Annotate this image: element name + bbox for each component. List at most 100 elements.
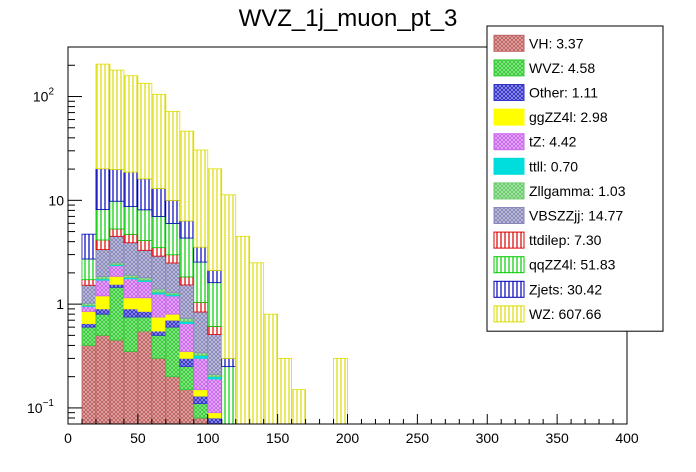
bar-wvz-bin-30	[109, 286, 125, 341]
bar-ttdilep-bin-10	[81, 279, 97, 286]
bar-wz-bin-50	[137, 82, 153, 180]
legend-swatch-ggzz4l	[493, 108, 525, 126]
bar-wvz-bin-70	[165, 326, 181, 378]
legend-label: VH: 3.37	[529, 35, 584, 51]
x-tick-label: 250	[406, 430, 430, 446]
bar-zjets-bin-90	[193, 246, 209, 263]
legend-label: ttdilep: 7.30	[529, 232, 602, 248]
bar-wz-bin-40	[123, 75, 139, 173]
bar-zjets-bin-10	[81, 233, 97, 260]
legend-swatch-vh	[493, 34, 525, 52]
bar-other-bin-80	[179, 357, 195, 368]
bar-ttdilep-bin-80	[179, 276, 195, 286]
bar-qqzz4l-bin-100	[207, 282, 223, 327]
bar-wz-bin-140	[263, 313, 279, 425]
x-tick-label: 300	[476, 430, 500, 446]
legend-swatch-other	[493, 84, 525, 101]
x-tick-label: 350	[545, 430, 569, 446]
bar-zjets-bin-50	[137, 178, 153, 211]
bar-qqzz4l-bin-90	[193, 261, 209, 303]
bar-zjets-bin-80	[179, 220, 195, 239]
bar-wz-bin-100	[207, 168, 223, 271]
bar-wz-bin-90	[193, 149, 209, 248]
bar-tz-bin-30	[109, 265, 125, 277]
bar-tz-bin-40	[123, 278, 139, 299]
x-tick-label: 100	[196, 430, 220, 446]
bar-ttdilep-bin-60	[151, 247, 167, 257]
bar-wz-bin-160	[291, 389, 306, 425]
bar-ttdilep-bin-30	[109, 228, 125, 237]
bar-vbszzjj-bin-90	[193, 311, 209, 354]
bar-zjets-bin-70	[165, 199, 181, 224]
legend-swatch-wz	[493, 305, 525, 323]
bar-vh-bin-20	[95, 334, 111, 425]
legend-swatch-wvz	[493, 59, 525, 77]
bar-ggzz4l-bin-80	[179, 351, 195, 359]
y-tick-exponent: −1	[43, 398, 55, 409]
bar-zllgamma-bin-80	[179, 317, 195, 322]
bar-vbszzjj-bin-60	[151, 255, 167, 290]
bar-zllgamma-bin-60	[151, 288, 167, 293]
bar-qqzz4l-bin-10	[81, 258, 97, 281]
bar-qqzz4l-bin-80	[179, 237, 195, 278]
bar-zllgamma-bin-90	[193, 352, 209, 356]
bar-wz-bin-130	[249, 262, 265, 425]
bar-wz-bin-30	[109, 69, 125, 170]
bar-zjets-bin-40	[123, 171, 139, 208]
bar-ttll-bin-90	[193, 355, 209, 359]
legend-swatch-zjets	[493, 280, 525, 298]
bar-qqzz4l-bin-20	[95, 209, 111, 241]
bar-tz-bin-60	[151, 293, 167, 318]
legend-label: WZ: 607.66	[529, 306, 602, 322]
chart-title: WVZ_1j_muon_pt_3	[239, 5, 458, 32]
legend-swatch-tz	[493, 133, 525, 151]
legend: VH: 3.37 WVZ: 4.58 Other: 1.11 ggZZ4l: 2.98…	[486, 25, 664, 332]
legend-label: VBSZZjj: 14.77	[529, 208, 623, 224]
bar-other-bin-70	[165, 319, 181, 328]
bar-vbszzjj-bin-50	[137, 249, 153, 279]
bar-other-bin-90	[193, 395, 209, 405]
bar-wz-bin-120	[235, 235, 251, 425]
legend-swatch-vbszzjj	[493, 207, 525, 224]
bar-other-bin-60	[151, 330, 167, 336]
bar-qqzz4l-bin-50	[137, 209, 153, 241]
bar-tz-bin-90	[193, 357, 209, 391]
bar-qqzz4l-bin-60	[151, 216, 167, 249]
y-tick-label: 10	[48, 192, 64, 208]
bar-qqzz4l-bin-40	[123, 206, 139, 235]
bar-vh-bin-50	[137, 330, 153, 425]
bar-zjets-bin-60	[151, 188, 167, 217]
legend-swatch-ttdilep	[493, 231, 525, 249]
bar-ggzz4l-bin-20	[95, 295, 111, 310]
bar-qqzz4l-bin-70	[165, 223, 181, 256]
bar-tz-bin-80	[179, 323, 195, 352]
bars-layer	[81, 63, 348, 425]
bar-zjets-bin-30	[109, 169, 125, 202]
legend-swatch-zllgamma	[493, 182, 525, 200]
legend-label: WVZ: 4.58	[529, 60, 595, 76]
legend-label: Other: 1.11	[529, 85, 598, 101]
legend-box	[486, 25, 664, 332]
bar-wvz-bin-80	[179, 366, 195, 391]
legend-label: Zjets: 30.42	[529, 281, 602, 297]
bar-ggzz4l-bin-10	[81, 311, 97, 324]
bar-wz-bin-110	[221, 194, 237, 359]
bar-tz-bin-50	[137, 281, 153, 299]
bar-vbszzjj-bin-30	[109, 235, 125, 264]
bar-zjets-bin-20	[95, 168, 111, 210]
bar-wz-bin-20	[95, 63, 111, 170]
bar-wz-bin-80	[179, 130, 195, 222]
bar-vh-bin-60	[151, 357, 167, 425]
bar-tz-bin-10	[81, 306, 97, 312]
bar-wz-bin-60	[151, 93, 167, 189]
bar-wz-bin-190	[333, 357, 348, 425]
legend-label: Zllgamma: 1.03	[529, 183, 626, 199]
legend-label: qqZZ4l: 51.83	[529, 257, 616, 273]
bar-ttdilep-bin-50	[137, 240, 153, 251]
x-tick-label: 400	[615, 430, 639, 446]
bar-vh-bin-70	[165, 376, 181, 425]
bar-zjets-bin-100	[207, 270, 223, 284]
y-tick-exponent: 2	[48, 87, 54, 98]
bar-vh-bin-80	[179, 389, 195, 425]
